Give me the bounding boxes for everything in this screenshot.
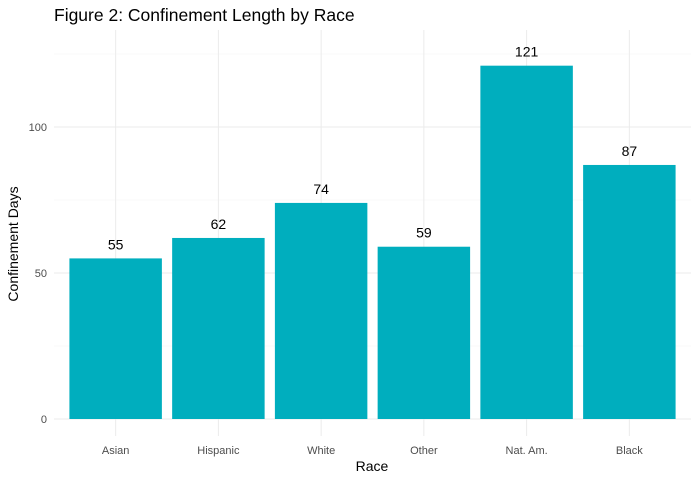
x-axis-ticks: Asian Hispanic White Other Nat. Am. Black [102, 445, 643, 457]
data-labels: 55 62 74 59 121 87 [108, 44, 637, 253]
bar-white [274, 202, 368, 419]
x-tick-label: Nat. Am. [506, 445, 548, 457]
bar-other [377, 246, 471, 419]
bar-hispanic [172, 237, 265, 419]
bar-nat-am [480, 65, 573, 420]
bars [69, 65, 676, 420]
data-label-nat-am: 121 [515, 44, 539, 60]
data-label-hispanic: 62 [211, 216, 227, 232]
x-tick-label: Black [616, 445, 643, 457]
data-label-black: 87 [622, 143, 638, 159]
y-tick-label: 50 [35, 268, 47, 280]
x-tick-label: White [307, 445, 335, 457]
data-label-other: 59 [416, 225, 432, 241]
data-label-asian: 55 [108, 236, 124, 252]
bar-asian [69, 258, 162, 419]
chart-title: Figure 2: Confinement Length by Race [54, 5, 355, 25]
x-tick-label: Asian [102, 445, 130, 457]
x-axis-title: Race [356, 458, 389, 474]
bar-black [583, 164, 676, 419]
y-axis-title: Confinement Days [5, 186, 21, 301]
y-tick-label: 100 [29, 122, 47, 134]
data-label-white: 74 [313, 181, 329, 197]
x-tick-label: Hispanic [197, 445, 240, 457]
y-axis-ticks: 0 50 100 [29, 122, 47, 426]
x-tick-label: Other [410, 445, 438, 457]
y-tick-label: 0 [41, 414, 47, 426]
